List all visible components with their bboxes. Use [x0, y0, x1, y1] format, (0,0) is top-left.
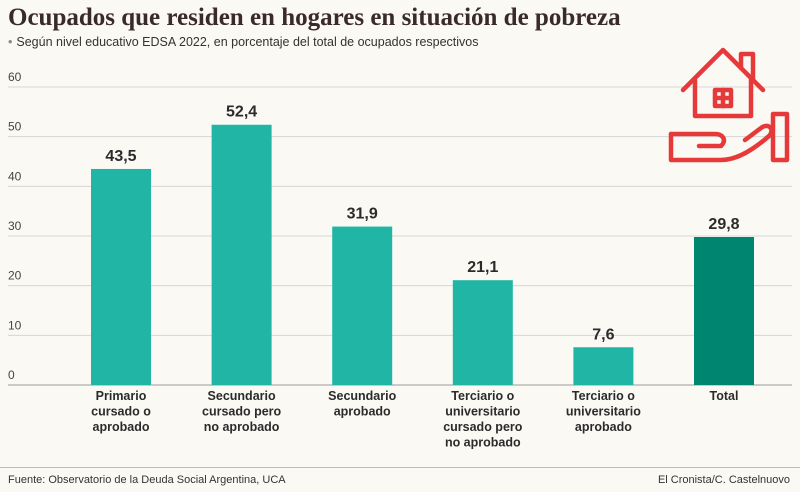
chart-title: Ocupados que residen en hogares en situa…	[8, 4, 621, 31]
y-tick-label: 10	[8, 318, 22, 332]
y-tick-label: 20	[8, 269, 22, 283]
category-label: Terciario o universitario cursado pero no a…	[443, 389, 523, 450]
data-label: 7,6	[592, 326, 614, 343]
data-label: 31,9	[347, 206, 378, 223]
house-in-hand-icon	[668, 47, 790, 163]
category-label: Secundario aprobado	[328, 389, 396, 419]
y-tick-label: 60	[8, 70, 22, 84]
bar	[332, 226, 393, 385]
y-tick-label: 50	[8, 120, 22, 134]
data-label: 43,5	[105, 148, 136, 165]
y-tick-label: 30	[8, 219, 22, 233]
source-note: Fuente: Observatorio de la Deuda Social …	[8, 474, 286, 486]
data-label: 29,8	[708, 216, 739, 233]
bullet: •	[8, 35, 13, 49]
bar	[694, 236, 754, 385]
y-tick-label: 0	[8, 368, 15, 382]
data-label: 52,4	[226, 104, 257, 121]
bar	[573, 347, 634, 385]
category-label: Secundario cursado pero no aprobado	[202, 389, 282, 434]
chart-subtitle: • Según nivel educativo EDSA 2022, en por…	[8, 35, 479, 49]
data-label: 21,1	[467, 259, 498, 276]
bar	[211, 124, 272, 385]
category-label: Total	[710, 389, 739, 403]
bar	[91, 168, 151, 385]
category-label: Terciario o universitario aprobado	[566, 389, 641, 434]
footer: Fuente: Observatorio de la Deuda Social …	[0, 467, 800, 492]
y-tick-label: 40	[8, 169, 22, 183]
bar-chart: 0 10 20 30 40 50 60 43,5 Primario cursado o aproba…	[8, 70, 792, 450]
bar	[452, 280, 513, 385]
subtitle-text: Según nivel educativo EDSA 2022, en porc…	[16, 35, 479, 49]
category-label: Primario cursado o aprobado	[91, 389, 151, 434]
credit-note: El Cronista/C. Castelnuovo	[657, 474, 790, 486]
